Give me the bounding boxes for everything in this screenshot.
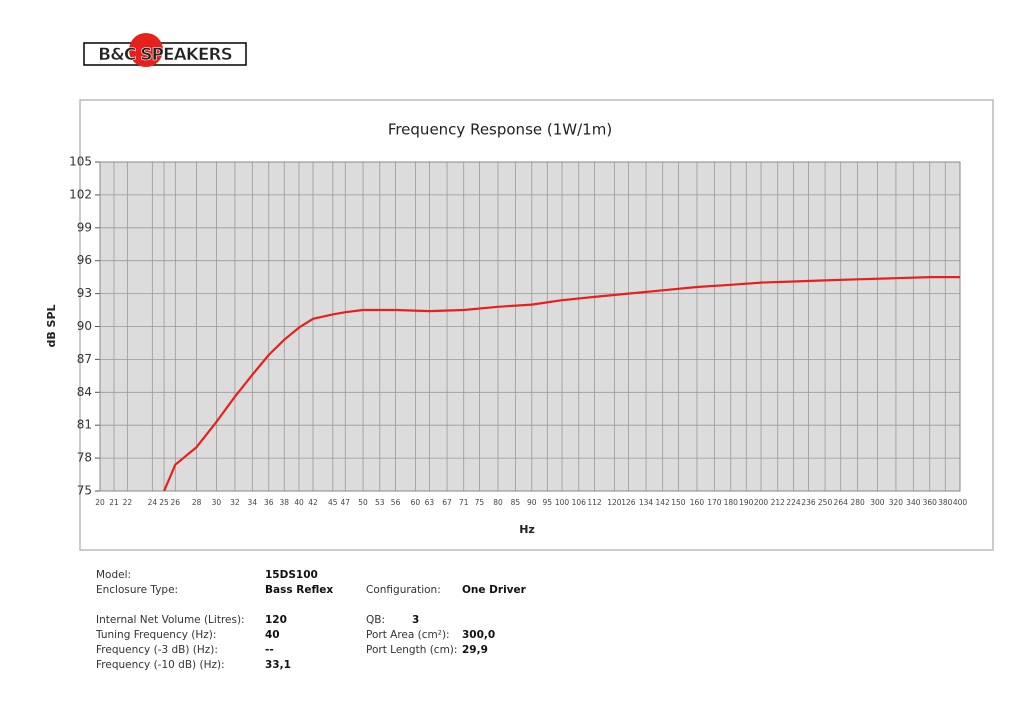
x-tick-label: 56: [391, 498, 401, 507]
x-tick-label: 36: [264, 498, 274, 507]
y-tick-label: 75: [77, 484, 92, 498]
x-tick-label: 170: [707, 498, 722, 507]
x-tick-label: 150: [671, 498, 686, 507]
spec-value: 40: [265, 629, 280, 641]
x-tick-label: 380: [938, 498, 953, 507]
x-tick-label: 95: [543, 498, 553, 507]
spec-label: Port Area (cm²):: [366, 629, 450, 641]
logo: B&C SPEAKERS: [83, 33, 247, 67]
x-tick-label: 400: [953, 498, 968, 507]
x-tick-label: 360: [923, 498, 938, 507]
x-tick-label: 32: [230, 498, 240, 507]
plot-border: [99, 161, 961, 492]
x-tick-label: 106: [572, 498, 587, 507]
x-tick-label: 200: [754, 498, 769, 507]
spec-label: Frequency (-3 dB) (Hz):: [96, 644, 218, 656]
y-tick-label: 81: [77, 418, 92, 432]
x-tick-label: 236: [801, 498, 816, 507]
y-tick-label: 90: [77, 319, 92, 333]
logo-text: B&C SPEAKERS: [98, 45, 232, 65]
y-tick-label: 87: [77, 352, 92, 366]
y-tick-label: 78: [77, 451, 92, 465]
marks: [163, 276, 960, 492]
x-tick-label: 60: [411, 498, 421, 507]
x-tick-label: 112: [587, 498, 602, 507]
spec-value: --: [265, 644, 274, 656]
x-tick-label: 90: [527, 498, 537, 507]
x-tick-label: 20: [95, 498, 105, 507]
spec-value: 33,1: [265, 659, 291, 671]
spec-value: 3: [412, 614, 419, 626]
x-tick-label: 280: [850, 498, 865, 507]
spec-label: Configuration:: [366, 584, 441, 596]
spec-label: Model:: [96, 569, 131, 581]
spec-value: 29,9: [462, 644, 488, 656]
y-tick-label: 84: [77, 385, 92, 399]
x-tick-label: 40: [294, 498, 304, 507]
spec-label: Internal Net Volume (Litres):: [96, 614, 245, 626]
x-tick-label: 250: [818, 498, 833, 507]
x-tick-label: 30: [212, 498, 222, 507]
x-tick-label: 224: [786, 498, 801, 507]
y-axis-label: dB SPL: [45, 304, 58, 347]
x-tick-label: 42: [308, 498, 318, 507]
x-tick-label: 120: [607, 498, 622, 507]
x-tick-label: 134: [639, 498, 654, 507]
x-tick-label: 50: [358, 498, 368, 507]
x-tick-label: 21: [109, 498, 119, 507]
x-tick-label: 212: [771, 498, 786, 507]
x-tick-label: 63: [425, 498, 435, 507]
x-axis-label: Hz: [519, 523, 535, 536]
x-tick-label: 34: [248, 498, 258, 507]
chart-title: Frequency Response (1W/1m): [388, 121, 612, 139]
x-tick-label: 142: [656, 498, 671, 507]
x-tick-label: 24: [148, 498, 158, 507]
x-tick-label: 320: [889, 498, 904, 507]
spec-value: 300,0: [462, 629, 495, 641]
x-tick-label: 85: [511, 498, 521, 507]
x-tick-label: 300: [870, 498, 885, 507]
spec-value: 15DS100: [265, 569, 318, 581]
x-tick-label: 47: [341, 498, 351, 507]
spec-value: One Driver: [462, 584, 527, 596]
logo-box: [83, 42, 247, 66]
spec-label: Frequency (-10 dB) (Hz):: [96, 659, 225, 671]
spec-value: 120: [265, 614, 287, 626]
spec-label: Tuning Frequency (Hz):: [95, 629, 216, 641]
x-tick-label: 67: [442, 498, 452, 507]
x-tick-label: 38: [279, 498, 289, 507]
y-tick-label: 105: [69, 155, 92, 169]
spec-label: Enclosure Type:: [96, 584, 178, 596]
x-tick-label: 160: [690, 498, 705, 507]
x-tick-label: 45: [328, 498, 338, 507]
x-tick-label: 190: [739, 498, 754, 507]
x-tick-label: 126: [621, 498, 636, 507]
x-tick-label: 71: [459, 498, 469, 507]
spec-value: Bass Reflex: [265, 584, 333, 596]
y-tick-label: 93: [77, 286, 92, 300]
x-tick-label: 340: [906, 498, 921, 507]
x-tick-label: 53: [375, 498, 385, 507]
x-tick-label: 264: [834, 498, 849, 507]
x-tick-label: 75: [475, 498, 485, 507]
logo-circle: [129, 33, 163, 67]
x-tick-label: 28: [192, 498, 202, 507]
x-tick-label: 100: [555, 498, 570, 507]
y-tick-label: 99: [77, 220, 92, 234]
y-tick-label: 96: [77, 253, 92, 267]
spec-label: QB:: [366, 614, 385, 626]
specs: Model: 15DS100 Enclosure Type: Bass Reflex I…: [95, 569, 527, 671]
x-tick-label: 25: [159, 498, 169, 507]
x-tick-label: 180: [724, 498, 739, 507]
x-tick-label: 26: [171, 498, 181, 507]
response-line: [163, 276, 960, 492]
spec-label: Port Length (cm):: [366, 644, 457, 656]
x-tick-label: 22: [123, 498, 133, 507]
y-tick-label: 102: [69, 187, 92, 201]
x-tick-label: 80: [493, 498, 503, 507]
